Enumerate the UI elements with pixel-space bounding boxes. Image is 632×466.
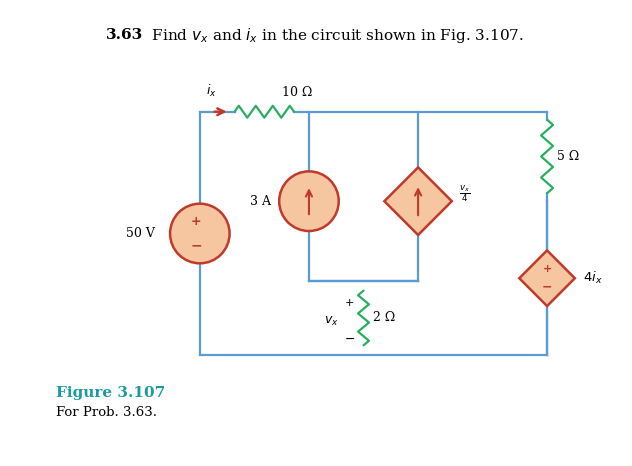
Text: +: + xyxy=(542,264,552,274)
Text: $\frac{v_x}{4}$: $\frac{v_x}{4}$ xyxy=(459,183,470,204)
Text: −: − xyxy=(344,333,355,346)
Text: $i_x$: $i_x$ xyxy=(207,82,217,99)
Text: For Prob. 3.63.: For Prob. 3.63. xyxy=(56,406,157,419)
Text: −: − xyxy=(542,281,552,294)
Text: Find $v_x$ and $i_x$ in the circuit shown in Fig. 3.107.: Find $v_x$ and $i_x$ in the circuit show… xyxy=(142,26,524,45)
Text: Figure 3.107: Figure 3.107 xyxy=(56,386,165,400)
Text: +: + xyxy=(345,298,355,308)
Text: $4i_x$: $4i_x$ xyxy=(583,270,602,286)
Polygon shape xyxy=(384,167,452,235)
Circle shape xyxy=(170,204,229,263)
Text: 5 Ω: 5 Ω xyxy=(557,150,580,163)
Text: $v_x$: $v_x$ xyxy=(324,315,339,328)
Text: 3 A: 3 A xyxy=(250,195,271,208)
Text: 50 V: 50 V xyxy=(126,227,155,240)
Text: 2 Ω: 2 Ω xyxy=(374,311,396,324)
Text: +: + xyxy=(190,215,201,228)
Text: 10 Ω: 10 Ω xyxy=(282,86,313,99)
Text: −: − xyxy=(190,239,202,253)
Polygon shape xyxy=(520,250,575,306)
Text: 3.63: 3.63 xyxy=(106,28,143,42)
Circle shape xyxy=(279,171,339,231)
